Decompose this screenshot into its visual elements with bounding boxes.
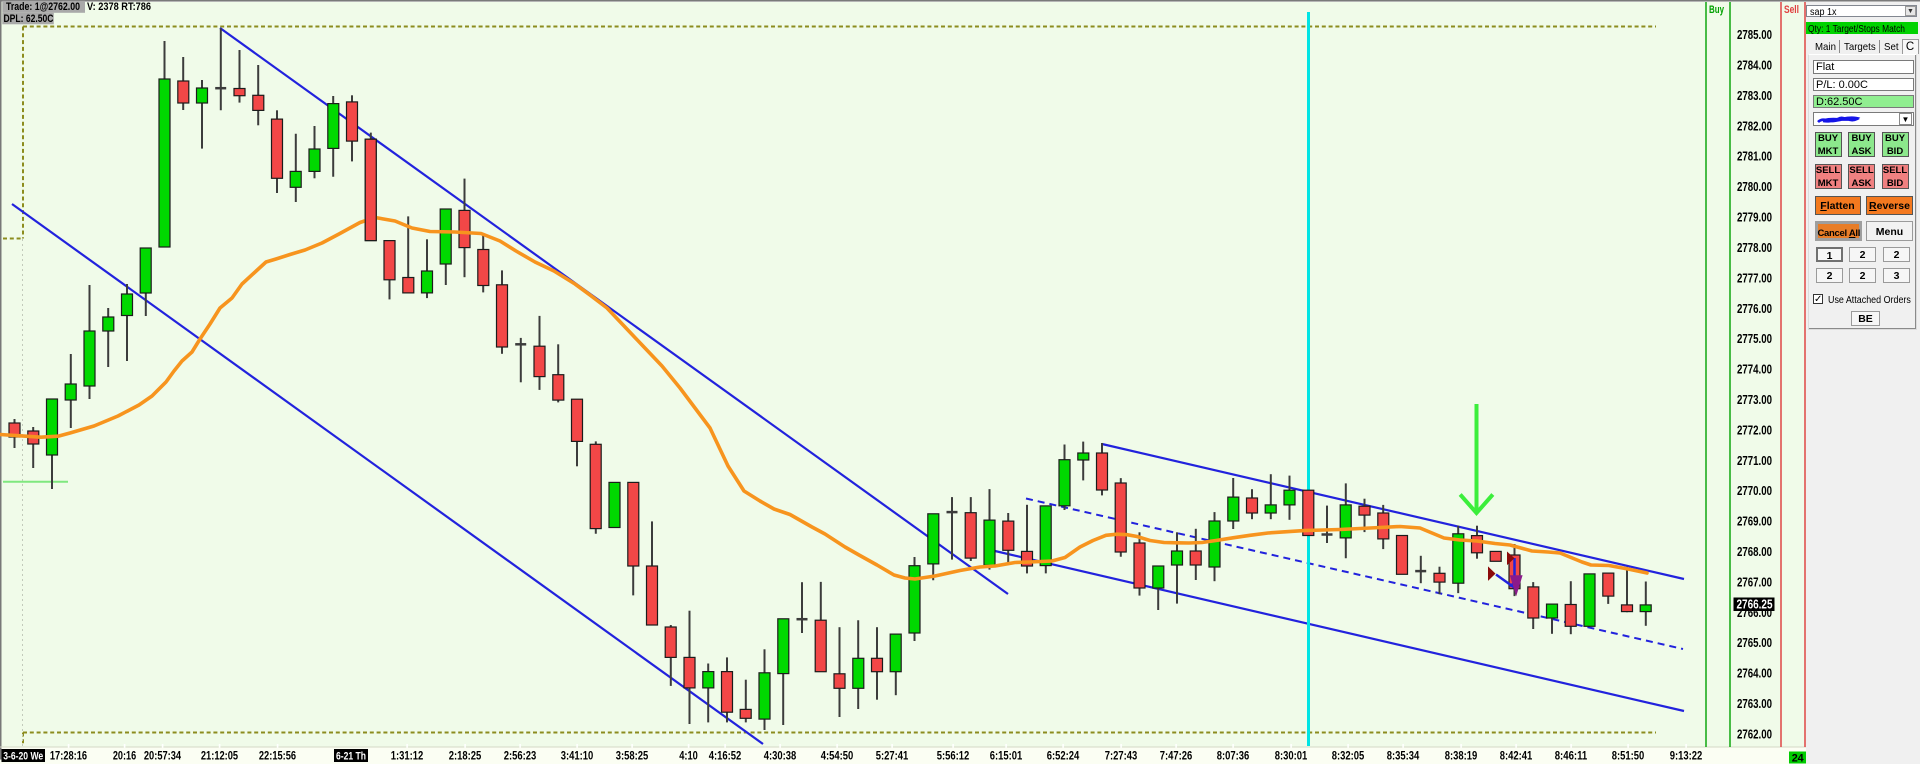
svg-text:4:30:38: 4:30:38 xyxy=(764,750,797,762)
svg-text:6-21 Th: 6-21 Th xyxy=(336,750,366,762)
svg-text:5:27:41: 5:27:41 xyxy=(876,750,909,762)
svg-text:2767.00: 2767.00 xyxy=(1737,574,1772,589)
svg-text:2770.00: 2770.00 xyxy=(1737,483,1772,498)
svg-text:4:16:52: 4:16:52 xyxy=(709,750,742,762)
svg-text:2773.00: 2773.00 xyxy=(1737,392,1772,407)
svg-text:2766.25: 2766.25 xyxy=(1737,597,1773,611)
svg-text:20:57:34: 20:57:34 xyxy=(144,750,182,762)
svg-text:1:31:12: 1:31:12 xyxy=(391,750,424,762)
svg-text:2764.00: 2764.00 xyxy=(1737,666,1772,681)
svg-text:2775.00: 2775.00 xyxy=(1737,331,1772,346)
svg-text:8:51:50: 8:51:50 xyxy=(1612,750,1645,762)
svg-text:8:46:11: 8:46:11 xyxy=(1555,750,1588,762)
svg-text:2778.00: 2778.00 xyxy=(1737,240,1772,255)
svg-text:2772.00: 2772.00 xyxy=(1737,422,1772,437)
svg-text:2:56:23: 2:56:23 xyxy=(504,750,537,762)
svg-text:2774.00: 2774.00 xyxy=(1737,362,1772,377)
svg-text:2779.00: 2779.00 xyxy=(1737,210,1772,225)
svg-text:9:13:22: 9:13:22 xyxy=(1670,750,1703,762)
svg-text:22:15:56: 22:15:56 xyxy=(259,750,296,762)
svg-text:DPL: 62.50C: DPL: 62.50C xyxy=(4,13,54,25)
svg-text:8:32:05: 8:32:05 xyxy=(1332,750,1365,762)
svg-text:2765.00: 2765.00 xyxy=(1737,635,1772,650)
svg-text:8:07:36: 8:07:36 xyxy=(1217,750,1250,762)
svg-text:7:47:26: 7:47:26 xyxy=(1160,750,1193,762)
svg-text:2769.00: 2769.00 xyxy=(1737,514,1772,529)
svg-text:Buy: Buy xyxy=(1709,4,1725,16)
svg-text:3:58:25: 3:58:25 xyxy=(616,750,649,762)
svg-text:3:41:10: 3:41:10 xyxy=(561,750,594,762)
svg-text:2771.00: 2771.00 xyxy=(1737,453,1772,468)
svg-text:6:15:01: 6:15:01 xyxy=(990,750,1023,762)
svg-text:8:38:19: 8:38:19 xyxy=(1445,750,1478,762)
svg-text:4:54:50: 4:54:50 xyxy=(821,750,854,762)
svg-text:2783.00: 2783.00 xyxy=(1737,88,1772,103)
svg-text:17:28:16: 17:28:16 xyxy=(50,750,87,762)
svg-text:6:52:24: 6:52:24 xyxy=(1047,750,1080,762)
svg-text:8:42:41: 8:42:41 xyxy=(1500,750,1533,762)
svg-text:8:35:34: 8:35:34 xyxy=(1387,750,1420,762)
svg-text:2762.00: 2762.00 xyxy=(1737,726,1772,741)
svg-text:20:16: 20:16 xyxy=(113,750,136,762)
svg-text:8:30:01: 8:30:01 xyxy=(1275,750,1308,762)
svg-text:21:12:05: 21:12:05 xyxy=(201,750,239,762)
svg-text:2763.00: 2763.00 xyxy=(1737,696,1772,711)
svg-text:3-6-20 We: 3-6-20 We xyxy=(3,750,43,762)
svg-text:2784.00: 2784.00 xyxy=(1737,58,1772,73)
svg-text:2777.00: 2777.00 xyxy=(1737,270,1772,285)
svg-text:Trade: 1@2762.00: Trade: 1@2762.00 xyxy=(6,1,80,13)
svg-text:2785.00: 2785.00 xyxy=(1737,27,1772,42)
svg-text:2776.00: 2776.00 xyxy=(1737,301,1772,316)
svg-text:2782.00: 2782.00 xyxy=(1737,118,1772,133)
svg-text:4:10: 4:10 xyxy=(679,750,698,762)
svg-text:24: 24 xyxy=(1792,752,1805,764)
svg-text:7:27:43: 7:27:43 xyxy=(1105,750,1138,762)
svg-text:Sell: Sell xyxy=(1784,4,1799,16)
svg-text:2768.00: 2768.00 xyxy=(1737,544,1772,559)
svg-text:2780.00: 2780.00 xyxy=(1737,179,1772,194)
svg-text:V: 2378 RT:786: V: 2378 RT:786 xyxy=(87,1,151,13)
svg-text:2:18:25: 2:18:25 xyxy=(449,750,482,762)
svg-text:5:56:12: 5:56:12 xyxy=(937,750,970,762)
svg-text:2781.00: 2781.00 xyxy=(1737,149,1772,164)
